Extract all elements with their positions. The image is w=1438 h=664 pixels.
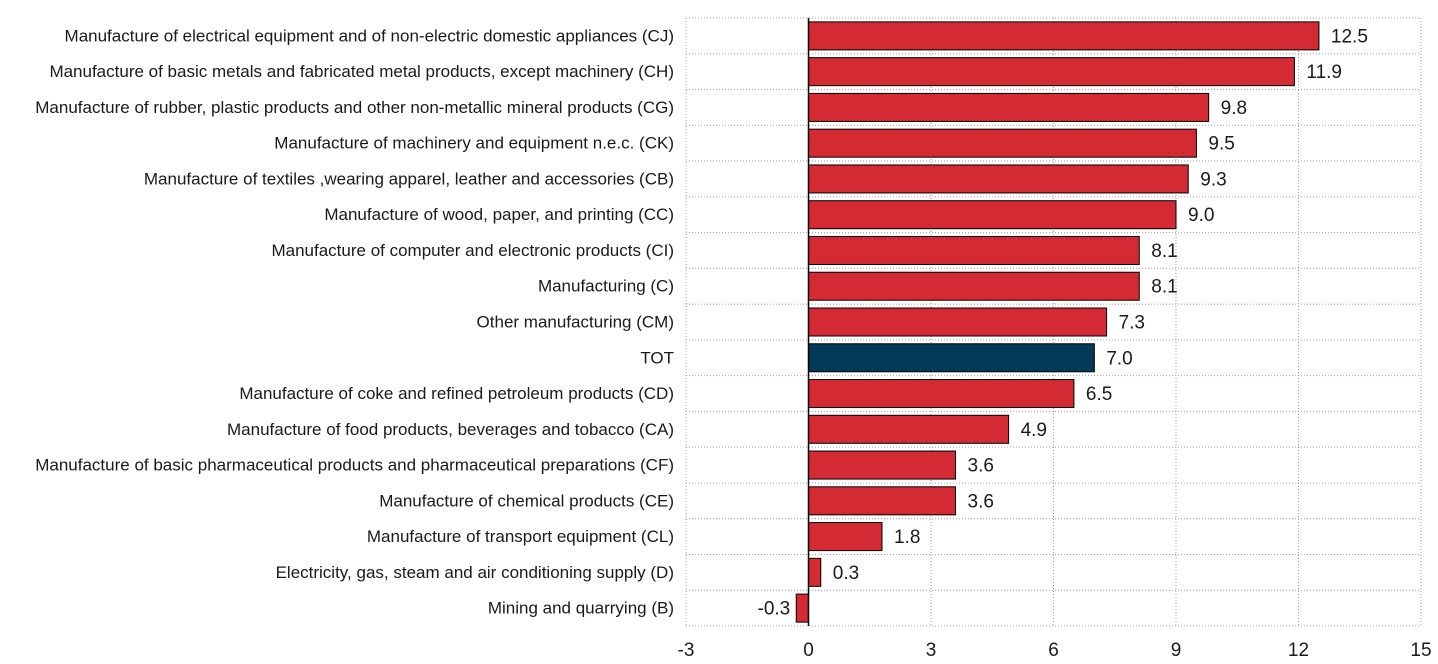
category-labels: Manufacture of electrical equipment and … xyxy=(35,26,674,617)
category-label: Manufacture of rubber, plastic products … xyxy=(35,98,674,117)
x-tick-label: 9 xyxy=(1171,640,1182,661)
category-label: Manufacture of machinery and equipment n… xyxy=(274,134,674,153)
x-tick-label: 15 xyxy=(1410,640,1431,661)
value-label: 7.3 xyxy=(1119,313,1145,334)
bar xyxy=(808,450,956,480)
value-label: 1.8 xyxy=(894,527,920,548)
x-tick-label: 12 xyxy=(1288,640,1309,661)
value-label: 3.6 xyxy=(968,456,994,477)
bar xyxy=(808,271,1140,301)
category-label: Manufacture of electrical equipment and … xyxy=(65,26,674,45)
value-label: 9.0 xyxy=(1188,205,1214,226)
bar xyxy=(795,593,809,623)
value-label: 11.9 xyxy=(1306,62,1342,83)
value-label: 3.6 xyxy=(968,491,994,512)
bar xyxy=(808,164,1189,194)
value-label: 0.3 xyxy=(833,563,859,584)
bar xyxy=(808,200,1177,230)
bar xyxy=(808,414,1010,444)
x-tick-label: -3 xyxy=(678,640,695,661)
bar xyxy=(808,21,1320,51)
bar xyxy=(808,128,1197,158)
value-label: 7.0 xyxy=(1106,348,1132,369)
value-label: 8.1 xyxy=(1151,277,1177,298)
category-label: Manufacture of chemical products (CE) xyxy=(379,491,674,510)
bar xyxy=(808,522,883,552)
bar xyxy=(808,343,1095,373)
x-axis-tick-labels: -3 0 3 6 9 12 15 xyxy=(678,640,1432,661)
value-label: -0.3 xyxy=(758,599,791,620)
x-tick-label: 6 xyxy=(1048,640,1059,661)
category-label: Manufacture of computer and electronic p… xyxy=(271,241,674,260)
category-label: Mining and quarrying (B) xyxy=(488,599,674,618)
category-label: Manufacture of transport equipment (CL) xyxy=(367,527,674,546)
bar xyxy=(808,235,1140,265)
bar xyxy=(808,379,1075,409)
bar xyxy=(808,486,956,516)
value-label: 9.3 xyxy=(1200,169,1226,190)
x-tick-label: 3 xyxy=(926,640,937,661)
bars xyxy=(795,21,1320,623)
bar xyxy=(808,92,1210,122)
category-label: Other manufacturing (CM) xyxy=(477,313,674,332)
bar xyxy=(808,557,822,587)
value-label: 8.1 xyxy=(1151,241,1177,262)
category-label: Manufacture of food products, beverages … xyxy=(227,420,674,439)
value-label: 4.9 xyxy=(1021,420,1047,441)
category-label: Electricity, gas, steam and air conditio… xyxy=(276,563,674,582)
bar xyxy=(808,307,1108,337)
value-label: 9.8 xyxy=(1221,98,1247,119)
category-label: TOT xyxy=(640,348,674,367)
category-label: Manufacturing (C) xyxy=(538,277,674,296)
category-label: Manufacture of wood, paper, and printing… xyxy=(324,205,674,224)
category-label: Manufacture of textiles ,wearing apparel… xyxy=(144,169,674,188)
value-label: 9.5 xyxy=(1208,134,1234,155)
value-label: 6.5 xyxy=(1086,384,1112,405)
category-label: Manufacture of basic metals and fabricat… xyxy=(49,62,674,81)
value-labels: 12.5 11.9 9.8 9.5 9.3 9.0 8.1 8.1 7.3 7.0 6.5 4.9 3.… xyxy=(758,26,1368,619)
category-label: Manufacture of coke and refined petroleu… xyxy=(239,384,674,403)
x-tick-label: 0 xyxy=(803,640,814,661)
value-label: 12.5 xyxy=(1331,26,1368,47)
category-label: Manufacture of basic pharmaceutical prod… xyxy=(35,456,674,475)
bar xyxy=(808,57,1295,87)
